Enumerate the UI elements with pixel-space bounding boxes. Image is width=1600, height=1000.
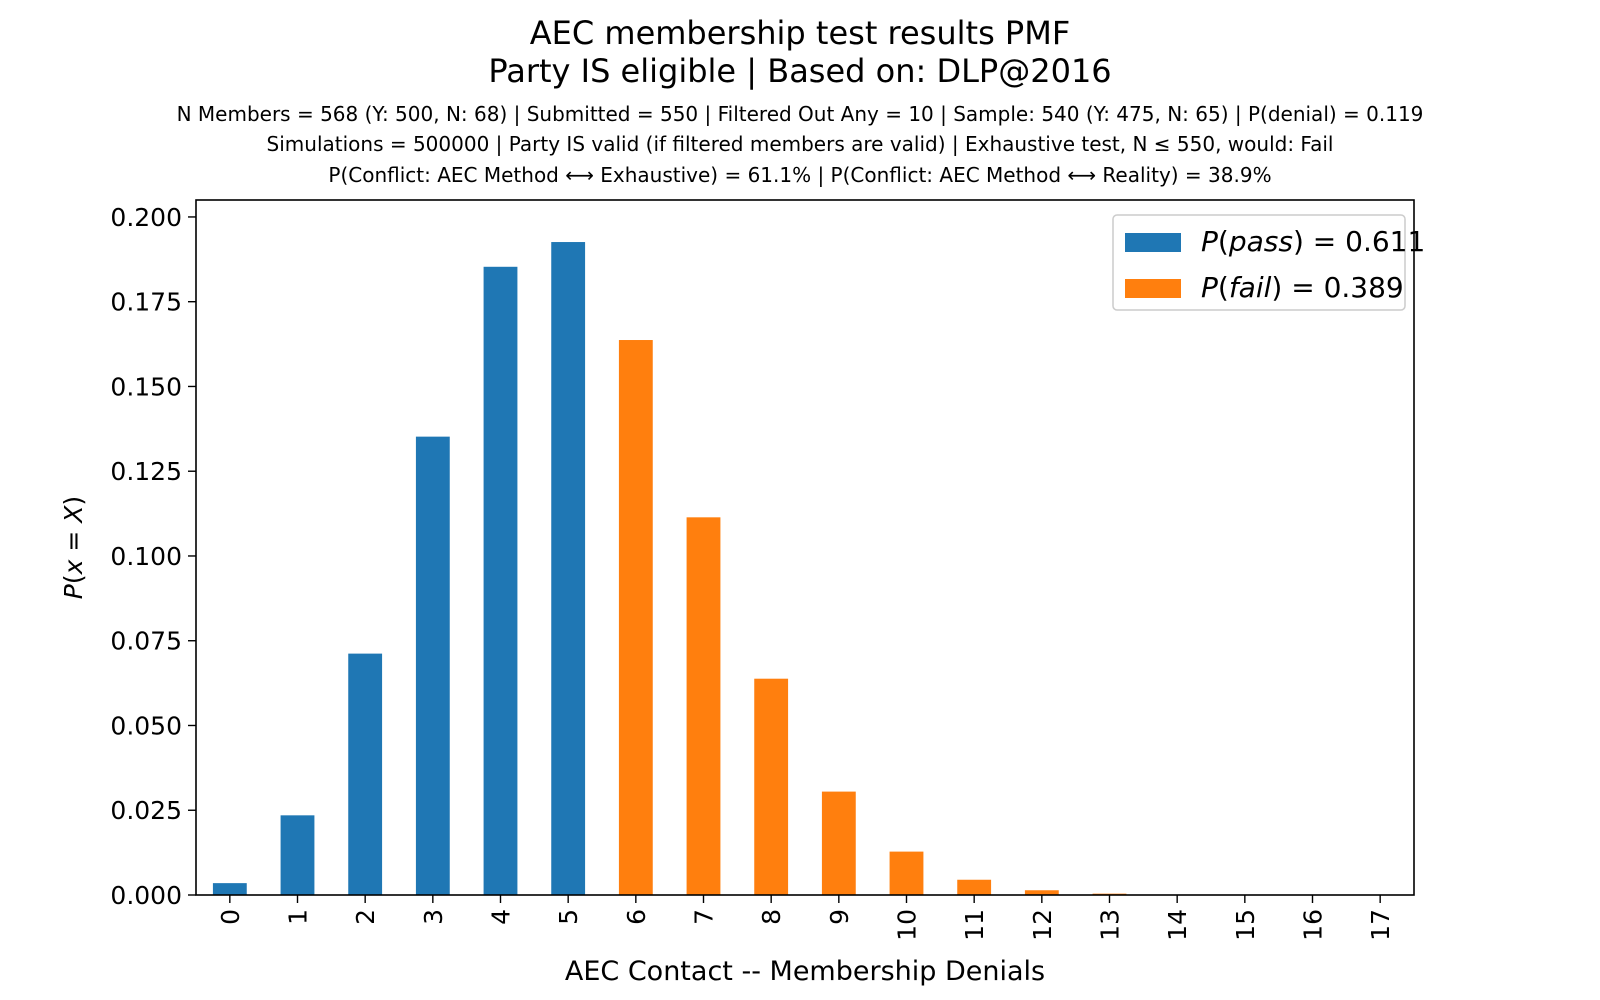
x-tick-label: 2: [351, 909, 380, 925]
bar-6: [618, 340, 653, 895]
x-tick-label: 10: [893, 909, 922, 941]
bar-7: [686, 517, 721, 895]
info-line-3: P(Conflict: AEC Method ⟷ Exhaustive) = 6…: [328, 163, 1272, 187]
x-tick-label: 16: [1299, 909, 1328, 941]
y-tick-label: 0.050: [110, 711, 182, 740]
x-tick-label: 12: [1028, 909, 1057, 941]
y-tick-label: 0.075: [110, 627, 182, 656]
x-tick-label: 13: [1096, 909, 1125, 941]
bar-12: [1024, 890, 1059, 895]
bar-10: [889, 851, 924, 895]
y-tick-label: 0.125: [110, 457, 182, 486]
bar-11: [957, 879, 992, 895]
y-tick-label: 0.025: [110, 796, 182, 825]
y-tick-label: 0.100: [110, 542, 182, 571]
bar-9: [821, 791, 856, 895]
x-tick-label: 0: [216, 909, 245, 925]
y-axis-label: P(x = X): [59, 496, 88, 599]
info-line-2: Simulations = 500000 | Party IS valid (i…: [266, 132, 1334, 156]
bars-group: [212, 242, 1262, 896]
bar-2: [348, 653, 383, 895]
x-axis: 0 1 2 3 4 5 6 7 8 9 10 11 12 13 14 15 16 17: [216, 895, 1395, 941]
bar-1: [280, 815, 315, 895]
y-tick-label: 0.150: [110, 372, 182, 401]
bar-3: [415, 436, 450, 895]
x-tick-label: 6: [622, 909, 651, 925]
y-tick-label: 0.000: [110, 881, 182, 910]
x-tick-label: 9: [825, 909, 854, 925]
x-tick-label: 15: [1231, 909, 1260, 941]
bar-0: [212, 883, 247, 895]
x-axis-label: AEC Contact -- Membership Denials: [565, 956, 1045, 987]
bar-5: [551, 242, 586, 896]
y-tick-label: 0.175: [110, 288, 182, 317]
chart-title-line2: Party IS eligible | Based on: DLP@2016: [488, 52, 1112, 90]
legend-label: P(fail) = 0.389: [1201, 271, 1404, 304]
x-tick-label: 8: [757, 909, 786, 925]
chart-title-line1: AEC membership test results PMF: [529, 14, 1071, 52]
x-tick-label: 1: [284, 909, 313, 925]
x-tick-label: 11: [960, 909, 989, 941]
legend-label: P(pass) = 0.611: [1201, 225, 1425, 258]
x-tick-label: 17: [1366, 909, 1395, 941]
y-tick-label: 0.200: [110, 203, 182, 232]
x-tick-label: 4: [487, 909, 516, 925]
x-tick-label: 7: [690, 909, 719, 925]
x-tick-label: 14: [1163, 909, 1192, 941]
legend-swatch: [1125, 233, 1181, 252]
legend: P(pass) = 0.611 P(fail) = 0.389: [1112, 214, 1425, 311]
bar-8: [754, 678, 789, 895]
x-tick-label: 3: [419, 909, 448, 925]
legend-box: [1112, 214, 1406, 311]
x-tick-label: 5: [554, 909, 583, 925]
bar-4: [483, 266, 518, 895]
y-axis: 0.000 0.025 0.050 0.075 0.100 0.125 0.150 0.175…: [110, 203, 196, 910]
plot-frame: [195, 199, 1415, 896]
legend-swatch: [1125, 279, 1181, 298]
info-line-1: N Members = 568 (Y: 500, N: 68) | Submit…: [176, 102, 1424, 126]
